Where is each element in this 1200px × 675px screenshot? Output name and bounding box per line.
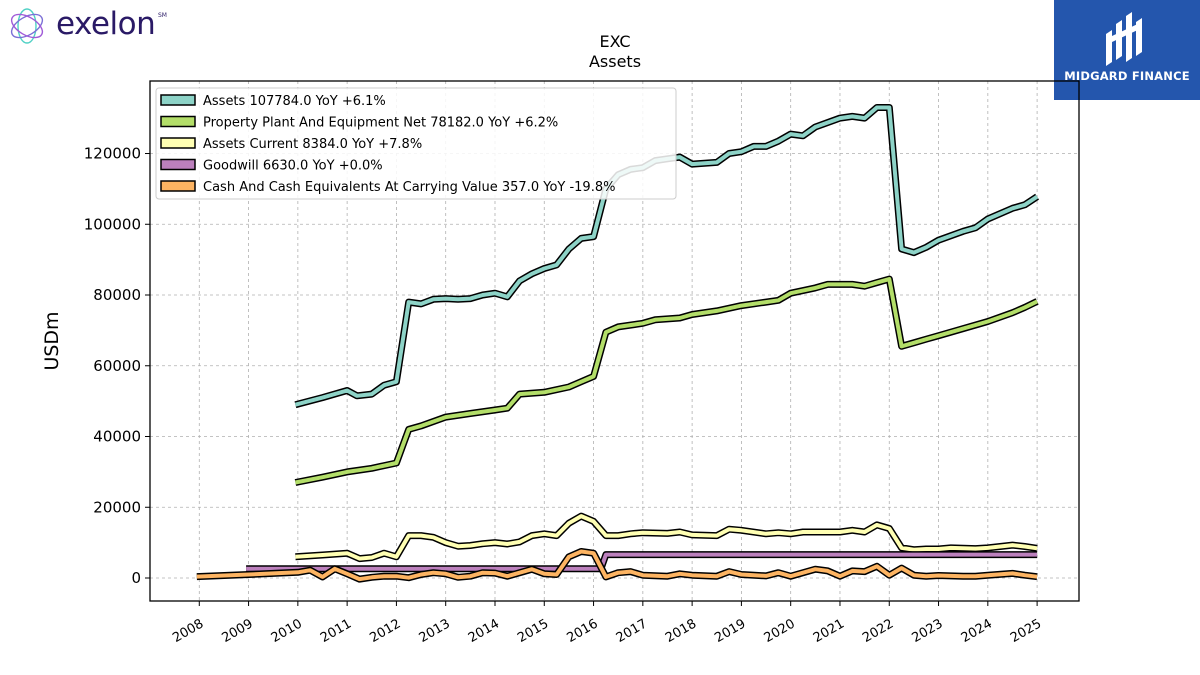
y-tick-label: 60000 — [93, 357, 141, 375]
y-axis-label: USDm — [41, 311, 63, 370]
legend-label-0: Assets 107784.0 YoY +6.1% — [203, 94, 386, 109]
x-tick-label: 2023 — [909, 616, 945, 646]
exelon-logo: exelon SM — [4, 4, 204, 48]
x-tick-label: 2017 — [614, 616, 650, 646]
midgard-finance-label: MIDGARD FINANCE — [1064, 69, 1190, 83]
x-ticks: 2008 2009 2010 2011 2012 2013 2014 2015 2016 2017… — [170, 601, 1044, 646]
legend-swatch-0 — [160, 94, 196, 106]
legend: Assets 107784.0 YoY +6.1% Property Plant … — [155, 87, 677, 200]
legend-label-4: Cash And Cash Equivalents At Carrying Va… — [203, 180, 615, 195]
series-line-1 — [295, 277, 1038, 485]
legend-label-1: Property Plant And Equipment Net 78182.0… — [203, 116, 558, 131]
series-line-3 — [246, 552, 1038, 571]
y-ticks: 0 20000 40000 60000 80000 100000 120000 — [84, 145, 150, 587]
legend-label-3: Goodwill 6630.0 YoY +0.0% — [203, 159, 383, 174]
x-tick-label: 2021 — [811, 616, 847, 646]
legend-swatch-1 — [160, 115, 196, 128]
y-tick-label: 120000 — [84, 145, 141, 163]
legend-swatch-3 — [160, 158, 196, 171]
x-tick-label: 2018 — [663, 616, 699, 646]
x-tick-label: 2020 — [762, 616, 798, 646]
x-tick-label: 2011 — [318, 616, 354, 646]
exelon-wordmark: exelon — [56, 6, 156, 42]
x-tick-label: 2008 — [170, 616, 206, 646]
x-tick-label: 2009 — [219, 616, 255, 646]
series-line-2 — [295, 514, 1038, 561]
y-tick-label: 80000 — [93, 286, 141, 304]
series-line-4 — [196, 549, 1038, 582]
midgard-finance-logo: MIDGARD FINANCE — [1054, 0, 1200, 100]
chart-subtitle: Assets — [589, 52, 641, 71]
y-tick-label: 100000 — [84, 215, 141, 233]
x-tick-label: 2013 — [417, 616, 453, 646]
x-tick-label: 2014 — [466, 616, 502, 646]
y-tick-label: 40000 — [93, 428, 141, 446]
y-tick-label: 0 — [131, 569, 141, 587]
x-tick-label: 2012 — [367, 616, 403, 646]
x-tick-label: 2022 — [860, 616, 896, 646]
chart-title: EXC — [599, 32, 630, 51]
x-tick-label: 2025 — [1008, 616, 1044, 646]
x-tick-label: 2024 — [959, 616, 995, 646]
midgard-emblem-icon — [1106, 12, 1142, 66]
legend-box — [155, 87, 677, 200]
x-tick-label: 2019 — [712, 616, 748, 646]
service-mark: SM — [158, 12, 167, 19]
y-tick-label: 20000 — [93, 498, 141, 516]
plot-frame — [149, 80, 1080, 602]
legend-swatch-2 — [160, 137, 196, 149]
exelon-flower-icon — [10, 8, 44, 44]
legend-label-2: Assets Current 8384.0 YoY +7.8% — [203, 137, 422, 152]
x-tick-label: 2010 — [269, 616, 305, 646]
legend-swatch-4 — [160, 180, 196, 192]
x-tick-label: 2016 — [564, 616, 600, 646]
x-tick-label: 2015 — [515, 616, 551, 646]
